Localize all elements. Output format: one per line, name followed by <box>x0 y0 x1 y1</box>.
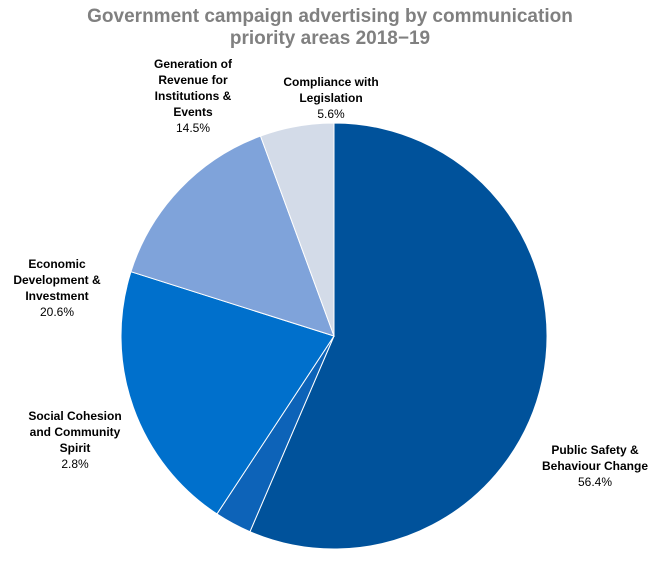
value-label: 20.6% <box>39 305 75 319</box>
value-label: 2.8% <box>61 457 89 471</box>
value-label: 5.6% <box>317 107 345 121</box>
category-label: Economic Development & Investment <box>13 257 101 303</box>
value-label: 56.4% <box>577 475 613 489</box>
pie-slice <box>130 135 335 337</box>
pie-slice <box>259 122 335 337</box>
chart-title: Government campaign advertising by commu… <box>87 6 573 49</box>
slice-label: Generation of Revenue for Institutions &… <box>143 56 243 136</box>
pie-slice <box>120 271 335 515</box>
slice-label: Social Cohesion and Community Spirit 2.8% <box>20 408 130 472</box>
pie-slice <box>249 122 548 550</box>
category-label: Social Cohesion and Community Spirit <box>28 409 122 455</box>
slice-label: Compliance with Legislation 5.6% <box>266 74 396 122</box>
slice-label: Economic Development & Investment 20.6% <box>7 256 107 320</box>
category-label: Compliance with Legislation <box>283 75 379 105</box>
value-label: 14.5% <box>175 121 211 135</box>
slice-label: Public Safety & Behaviour Change 56.4% <box>530 442 660 490</box>
category-label: Public Safety & Behaviour Change <box>541 443 649 473</box>
category-label: Generation of Revenue for Institutions &… <box>153 57 232 119</box>
